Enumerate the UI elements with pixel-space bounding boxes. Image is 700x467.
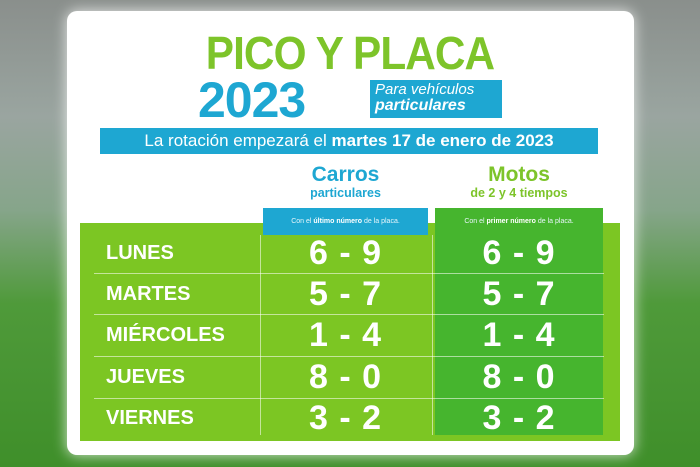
table-row-day: MIÉRCOLES xyxy=(106,324,225,346)
column-title: Motos xyxy=(488,163,550,186)
carros-value: 8 - 0 xyxy=(308,358,383,396)
column-subtitle: particulares xyxy=(310,186,381,200)
subtitle-line2: particulares xyxy=(375,97,466,114)
motos-value: 3 - 2 xyxy=(482,399,556,437)
column-title: Carros xyxy=(311,163,380,186)
column-divider xyxy=(260,235,261,435)
table-row-day: MARTES xyxy=(106,283,191,305)
motos-value: 8 - 0 xyxy=(482,358,556,396)
carros-value: 1 - 4 xyxy=(308,316,383,354)
table-row-day: LUNES xyxy=(106,242,174,264)
column-header-motos: Motos de 2 y 4 tiempos xyxy=(435,164,603,201)
motos-value: 5 - 7 xyxy=(482,275,556,313)
year: 2023 xyxy=(198,72,306,128)
motos-column-bg xyxy=(435,208,603,435)
rotation-prefix: La rotación empezará el xyxy=(144,131,332,150)
row-divider xyxy=(94,314,604,315)
carros-value: 3 - 2 xyxy=(308,399,383,437)
table-row-day: VIERNES xyxy=(106,407,194,429)
column-header-carros: Carros particulares xyxy=(263,164,428,201)
carros-note: Con el último número de la placa. xyxy=(291,218,400,225)
column-subtitle: de 2 y 4 tiempos xyxy=(470,186,568,200)
motos-value: 6 - 9 xyxy=(482,234,556,272)
column-divider xyxy=(432,235,433,435)
carros-value: 5 - 7 xyxy=(308,275,383,313)
row-divider xyxy=(94,398,604,399)
rotation-date: martes 17 de enero de 2023 xyxy=(331,131,554,150)
rotation-banner: La rotación empezará el martes 17 de ene… xyxy=(100,128,598,154)
carros-note-box xyxy=(263,208,428,235)
table-row-day: JUEVES xyxy=(106,366,185,388)
carros-value: 6 - 9 xyxy=(308,234,383,272)
subtitle-line1: Para vehículos xyxy=(375,81,475,98)
motos-value: 1 - 4 xyxy=(482,316,556,354)
row-divider xyxy=(94,356,604,357)
title: PICO Y PLACA xyxy=(205,27,495,79)
motos-note: Con el primer número de la placa. xyxy=(464,218,574,225)
row-divider xyxy=(94,273,604,274)
subtitle-badge: Para vehículos particulares xyxy=(370,80,502,118)
